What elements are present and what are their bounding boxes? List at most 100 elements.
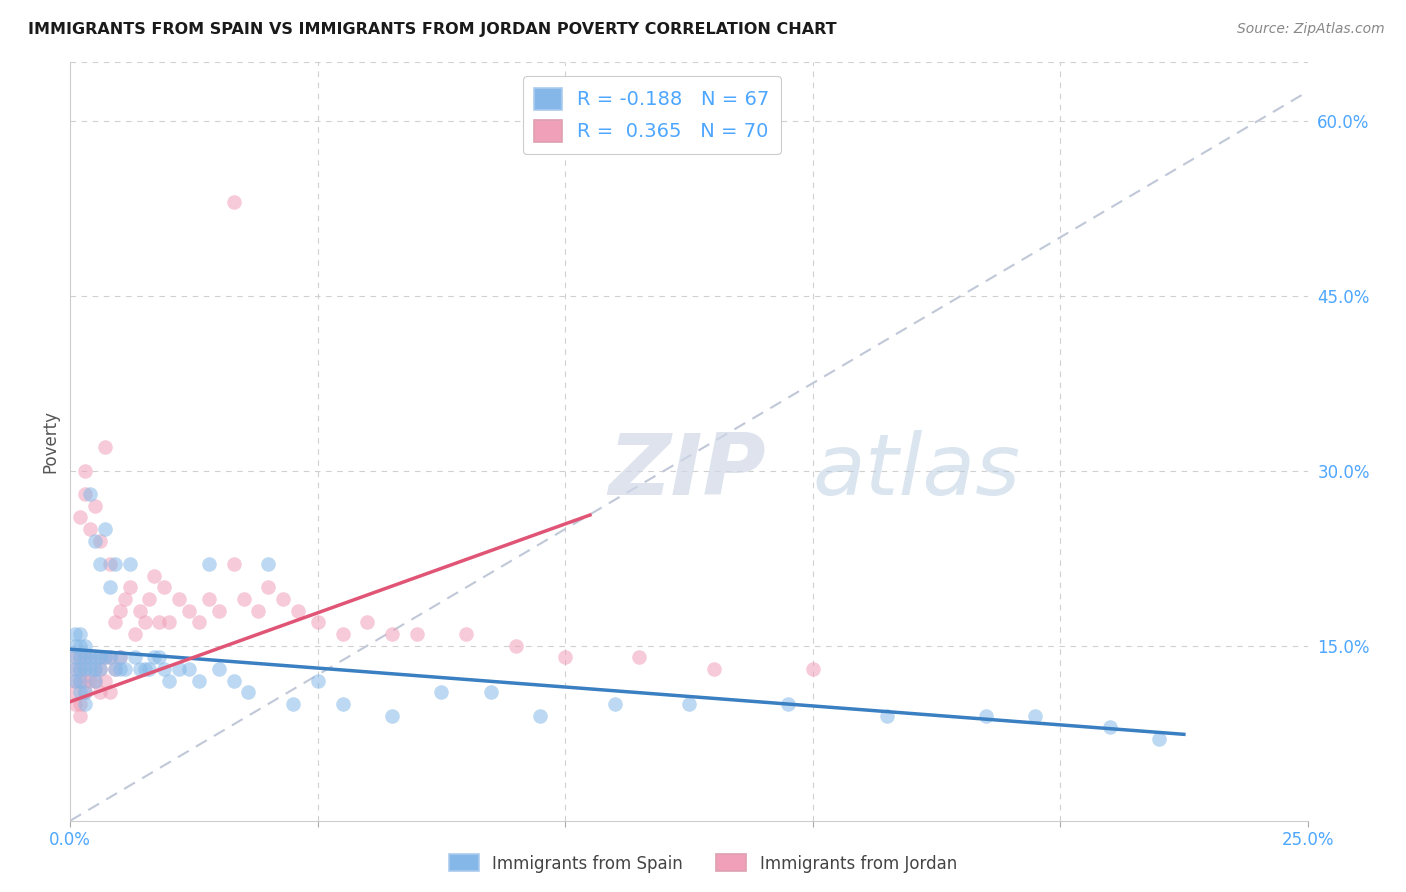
Point bbox=[114, 592, 136, 607]
Point bbox=[177, 662, 200, 676]
Point bbox=[84, 673, 107, 688]
Point bbox=[232, 592, 254, 607]
Point bbox=[876, 708, 898, 723]
Point bbox=[69, 662, 91, 676]
Point bbox=[69, 650, 91, 665]
Point bbox=[1098, 720, 1121, 734]
Legend: Immigrants from Spain, Immigrants from Jordan: Immigrants from Spain, Immigrants from J… bbox=[443, 847, 963, 880]
Point bbox=[69, 662, 91, 676]
Point bbox=[94, 522, 117, 536]
Point bbox=[628, 650, 651, 665]
Point bbox=[94, 650, 117, 665]
Text: IMMIGRANTS FROM SPAIN VS IMMIGRANTS FROM JORDAN POVERTY CORRELATION CHART: IMMIGRANTS FROM SPAIN VS IMMIGRANTS FROM… bbox=[28, 22, 837, 37]
Point bbox=[167, 662, 190, 676]
Point bbox=[75, 697, 97, 711]
Point bbox=[75, 639, 97, 653]
Point bbox=[65, 685, 87, 699]
Point bbox=[69, 627, 91, 641]
Point bbox=[69, 673, 91, 688]
Point bbox=[108, 662, 131, 676]
Legend: R = -0.188   N = 67, R =  0.365   N = 70: R = -0.188 N = 67, R = 0.365 N = 70 bbox=[523, 76, 780, 154]
Point bbox=[257, 557, 280, 571]
Point bbox=[65, 650, 87, 665]
Point bbox=[505, 639, 527, 653]
Point bbox=[124, 650, 146, 665]
Point bbox=[65, 662, 87, 676]
Point bbox=[128, 662, 150, 676]
Point bbox=[307, 673, 329, 688]
Point bbox=[222, 557, 245, 571]
Point bbox=[104, 662, 127, 676]
Point bbox=[118, 580, 141, 594]
Point bbox=[1147, 731, 1170, 746]
Text: Source: ZipAtlas.com: Source: ZipAtlas.com bbox=[1237, 22, 1385, 37]
Point bbox=[98, 685, 121, 699]
Point bbox=[104, 557, 127, 571]
Point bbox=[529, 708, 551, 723]
Point bbox=[1024, 708, 1046, 723]
Point bbox=[89, 662, 111, 676]
Point bbox=[208, 662, 231, 676]
Point bbox=[65, 662, 87, 676]
Point bbox=[75, 650, 97, 665]
Point bbox=[65, 697, 87, 711]
Point bbox=[94, 650, 117, 665]
Point bbox=[222, 195, 245, 210]
Point bbox=[479, 685, 502, 699]
Point bbox=[75, 685, 97, 699]
Point bbox=[75, 685, 97, 699]
Text: ZIP: ZIP bbox=[609, 430, 766, 514]
Point bbox=[198, 557, 221, 571]
Point bbox=[143, 650, 166, 665]
Point bbox=[79, 673, 101, 688]
Point bbox=[79, 650, 101, 665]
Point bbox=[79, 487, 101, 501]
Point bbox=[104, 615, 127, 630]
Point bbox=[124, 627, 146, 641]
Point bbox=[94, 673, 117, 688]
Point bbox=[84, 650, 107, 665]
Point bbox=[65, 639, 87, 653]
Point bbox=[974, 708, 997, 723]
Point bbox=[456, 627, 478, 641]
Point bbox=[405, 627, 427, 641]
Point bbox=[108, 650, 131, 665]
Point bbox=[157, 615, 180, 630]
Point bbox=[138, 592, 160, 607]
Point bbox=[356, 615, 378, 630]
Point bbox=[69, 650, 91, 665]
Point bbox=[89, 650, 111, 665]
Point bbox=[138, 662, 160, 676]
Point bbox=[75, 464, 97, 478]
Point bbox=[332, 697, 354, 711]
Point bbox=[198, 592, 221, 607]
Point bbox=[79, 522, 101, 536]
Point bbox=[153, 580, 176, 594]
Point bbox=[69, 510, 91, 524]
Point bbox=[281, 697, 304, 711]
Point bbox=[287, 604, 309, 618]
Point bbox=[98, 650, 121, 665]
Point bbox=[430, 685, 453, 699]
Point bbox=[554, 650, 576, 665]
Point bbox=[247, 604, 270, 618]
Point bbox=[332, 627, 354, 641]
Point bbox=[84, 662, 107, 676]
Point bbox=[65, 627, 87, 641]
Point bbox=[89, 650, 111, 665]
Point bbox=[108, 604, 131, 618]
Point bbox=[153, 662, 176, 676]
Point bbox=[69, 708, 91, 723]
Point bbox=[603, 697, 626, 711]
Point bbox=[108, 650, 131, 665]
Point bbox=[222, 673, 245, 688]
Point bbox=[381, 708, 404, 723]
Point bbox=[167, 592, 190, 607]
Point bbox=[89, 557, 111, 571]
Point bbox=[94, 441, 117, 455]
Point bbox=[89, 662, 111, 676]
Point bbox=[177, 604, 200, 618]
Point bbox=[98, 580, 121, 594]
Y-axis label: Poverty: Poverty bbox=[41, 410, 59, 473]
Point bbox=[98, 650, 121, 665]
